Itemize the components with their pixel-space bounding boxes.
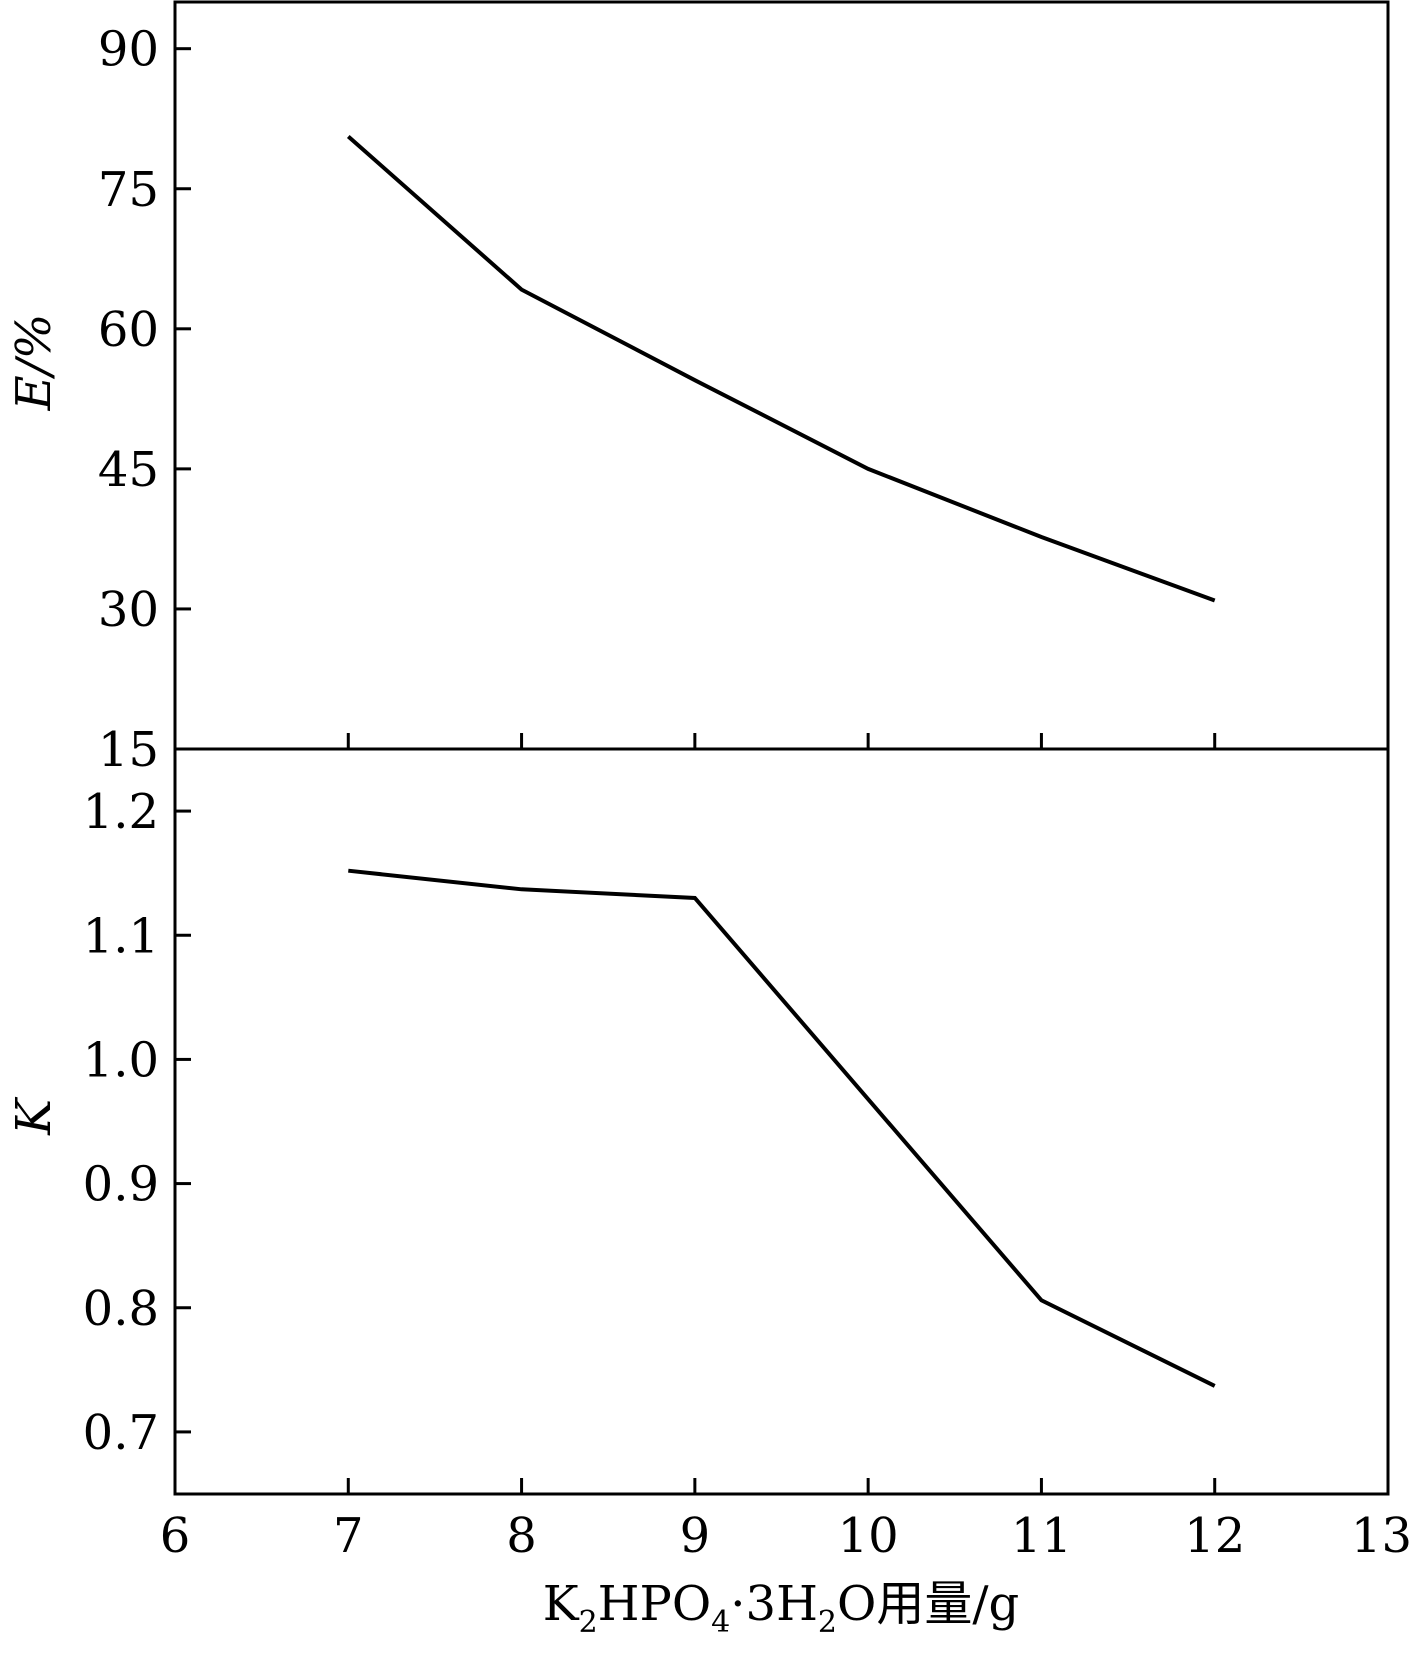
x-axis-title-part-o: O用量/g — [837, 1576, 1019, 1632]
bottom-y-tick-label: 0.9 — [83, 1157, 159, 1213]
top-y-tick-label: 15 — [98, 722, 159, 778]
bottom-x-tick-label: 8 — [506, 1508, 537, 1564]
top-y-tick-label: 45 — [98, 442, 159, 498]
top-y-axis-title: E/% — [6, 314, 62, 412]
bottom-y-tick-label: 0.8 — [83, 1281, 159, 1337]
bottom-x-tick-label: 11 — [1011, 1508, 1072, 1564]
bottom-y-tick-label: 1.0 — [83, 1032, 159, 1088]
top-y-tick-labels: 15 30 45 60 75 90 — [98, 22, 159, 778]
bottom-plot-frame — [173, 747, 1390, 1496]
x-axis-title: K2HPO4·3H2O用量/g — [543, 1576, 1020, 1640]
bottom-x-ticks — [346, 1478, 1217, 1494]
bottom-series-line — [348, 868, 1216, 1388]
bottom-x-tick-label: 13 — [1351, 1508, 1412, 1564]
top-plot-frame — [173, 0, 1390, 751]
x-axis-title-sub-4: 4 — [711, 1605, 730, 1640]
top-y-tick-label: 90 — [98, 22, 159, 78]
top-y-ticks — [175, 47, 191, 611]
bottom-y-axis-title: K — [6, 1096, 62, 1136]
top-y-tick-label: 75 — [98, 162, 159, 218]
bottom-x-tick-label: 7 — [333, 1508, 364, 1564]
bottom-panel: 0.7 0.8 0.9 1.0 1.1 1.2 6 7 8 9 10 11 12 13 K — [6, 747, 1412, 1564]
top-y-tick-label: 60 — [98, 302, 159, 358]
x-axis-title-part-hpo: HPO — [598, 1576, 712, 1632]
top-y-tick-label: 30 — [98, 582, 159, 638]
x-axis-title-sub-2b: 2 — [818, 1605, 837, 1640]
bottom-y-tick-label: 1.2 — [83, 784, 159, 840]
top-series-line — [346, 134, 1216, 603]
bottom-x-tick-label: 9 — [680, 1508, 711, 1564]
x-axis-title-sub-2a: 2 — [579, 1605, 598, 1640]
bottom-y-tick-labels: 0.7 0.8 0.9 1.0 1.1 1.2 — [83, 784, 159, 1461]
top-panel: 15 30 45 60 75 90 E/% — [6, 0, 1390, 778]
x-axis-title-part-k: K — [543, 1576, 580, 1632]
bottom-x-tick-label: 10 — [838, 1508, 899, 1564]
bottom-x-tick-label: 12 — [1184, 1508, 1245, 1564]
x-axis-title-part-3h: ·3H — [730, 1576, 818, 1632]
bottom-y-tick-label: 1.1 — [83, 908, 159, 964]
bottom-x-tick-label: 6 — [160, 1508, 191, 1564]
bottom-y-tick-label: 0.7 — [83, 1405, 159, 1461]
bottom-x-tick-labels: 6 7 8 9 10 11 12 13 — [160, 1508, 1412, 1564]
top-x-ticks — [346, 733, 1217, 749]
bottom-y-ticks — [175, 809, 191, 1434]
